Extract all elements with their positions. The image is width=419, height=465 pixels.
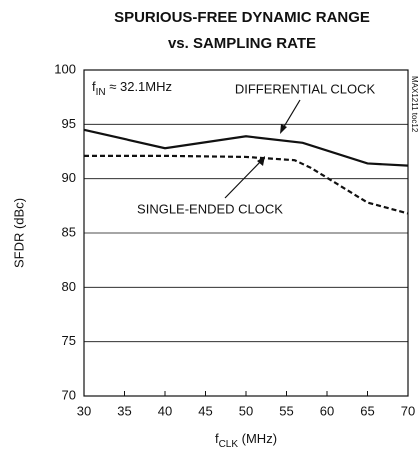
y-tick-label: 100 bbox=[54, 61, 76, 76]
side-note: MAX1211 toc12 bbox=[410, 76, 419, 133]
y-tick-label: 85 bbox=[62, 224, 76, 239]
x-tick-label: 60 bbox=[320, 403, 334, 418]
annotation-sub: IN bbox=[96, 87, 106, 98]
y-tick-label: 70 bbox=[62, 387, 76, 402]
x-label-rest: (MHz) bbox=[238, 431, 277, 446]
series-label: SINGLE-ENDED CLOCK bbox=[137, 201, 283, 216]
y-axis-label: SFDR (dBc) bbox=[11, 198, 26, 268]
x-tick-label: 30 bbox=[77, 403, 91, 418]
series-line bbox=[83, 128, 409, 167]
x-tick-label: 35 bbox=[117, 403, 131, 418]
x-tick-label: 65 bbox=[360, 403, 374, 418]
chart-title: SPURIOUS-FREE DYNAMIC RANGE bbox=[114, 9, 370, 26]
annotation: fIN ≈ 32.1MHz bbox=[92, 79, 172, 97]
arrow-head bbox=[280, 124, 287, 134]
x-tick-label: 55 bbox=[279, 403, 293, 418]
x-label-sub: CLK bbox=[219, 439, 239, 450]
y-tick-label: 95 bbox=[62, 116, 76, 131]
x-tick-label: 70 bbox=[401, 403, 415, 418]
arrow bbox=[281, 99, 301, 131]
series-label: DIFFERENTIAL CLOCK bbox=[235, 81, 376, 96]
x-label-base: f bbox=[215, 431, 219, 446]
x-tick-label: 40 bbox=[158, 403, 172, 418]
x-axis-label: fCLK (MHz) bbox=[215, 431, 277, 449]
y-tick-label: 80 bbox=[62, 279, 76, 294]
annotation-base: f bbox=[92, 79, 96, 94]
x-tick-label: 50 bbox=[239, 403, 253, 418]
series-line bbox=[84, 154, 409, 215]
x-tick-label: 45 bbox=[198, 403, 212, 418]
y-tick-label: 90 bbox=[62, 170, 76, 185]
annotation-rest: ≈ 32.1MHz bbox=[106, 79, 172, 94]
chart-title: vs. SAMPLING RATE bbox=[168, 35, 316, 52]
y-tick-label: 75 bbox=[62, 333, 76, 348]
